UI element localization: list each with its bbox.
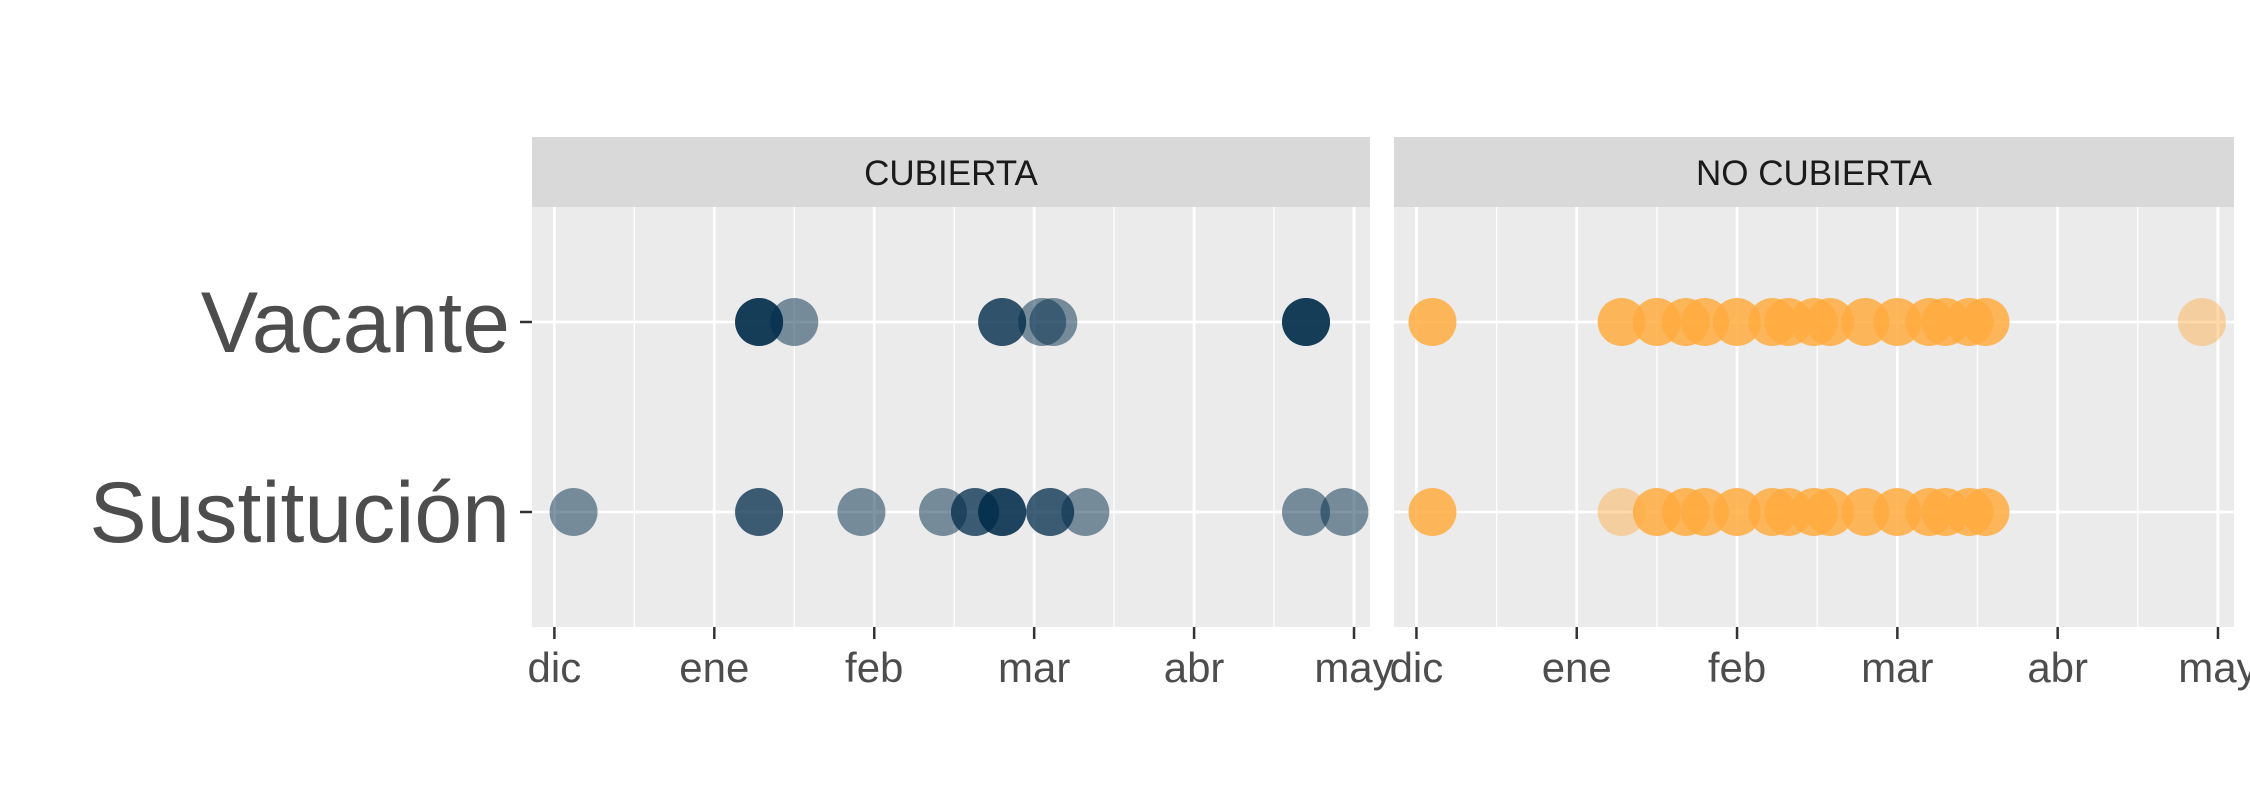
data-point — [735, 488, 784, 536]
data-points — [549, 298, 1369, 536]
data-point — [1026, 488, 1075, 536]
data-point — [978, 298, 1027, 346]
data-point — [1713, 298, 1762, 346]
minor-gridlines — [633, 207, 1275, 627]
data-point — [735, 298, 784, 346]
panel-cubierta: CUBIERTA — [532, 137, 1370, 627]
x-tick-label: ene — [1542, 644, 1612, 691]
data-point — [1597, 298, 1646, 346]
x-tick-label: feb — [1708, 644, 1766, 691]
data-point — [1713, 488, 1762, 536]
data-point — [549, 488, 598, 536]
data-point — [2177, 298, 2226, 346]
y-axis: Vacante Sustitución — [89, 275, 532, 561]
panel-no-cubierta: NO CUBIERTA — [1394, 137, 2234, 627]
data-point — [1806, 298, 1855, 346]
y-tick-label-sustitucion: Sustitución — [89, 465, 510, 561]
panel-title: NO CUBIERTA — [1696, 154, 1933, 193]
x-tick-label: feb — [845, 644, 903, 691]
x-tick-label: ene — [679, 644, 749, 691]
data-point — [1061, 488, 1110, 536]
data-point — [1320, 488, 1369, 536]
data-point — [1408, 488, 1457, 536]
data-point — [1961, 488, 2010, 536]
panel-strip — [1394, 137, 2234, 207]
x-tick-label: may — [2178, 644, 2250, 691]
data-point — [1408, 298, 1457, 346]
data-points — [1408, 298, 2226, 536]
panel-title: CUBIERTA — [864, 154, 1038, 193]
data-point — [1282, 298, 1331, 346]
panel-background — [532, 207, 1370, 627]
major-gridlines — [532, 207, 1370, 627]
x-tick-label: mar — [1861, 644, 1933, 691]
data-point — [1282, 488, 1331, 536]
minor-gridlines — [1495, 207, 2139, 627]
x-tick-label: abr — [1164, 644, 1225, 691]
x-tick-label: dic — [1390, 644, 1444, 691]
x-tick-label: abr — [2027, 644, 2088, 691]
data-point — [1597, 488, 1646, 536]
data-point — [1029, 298, 1078, 346]
x-tick-label: may — [1314, 644, 1393, 691]
panel-background — [1394, 207, 2234, 627]
data-point — [770, 298, 819, 346]
x-tick-label: dic — [528, 644, 582, 691]
data-point — [1806, 488, 1855, 536]
y-tick-label-vacante: Vacante — [201, 275, 510, 371]
panel-strip — [532, 137, 1370, 207]
x-tick-label: mar — [998, 644, 1070, 691]
data-point — [1961, 298, 2010, 346]
data-point — [978, 488, 1027, 536]
data-point — [837, 488, 886, 536]
